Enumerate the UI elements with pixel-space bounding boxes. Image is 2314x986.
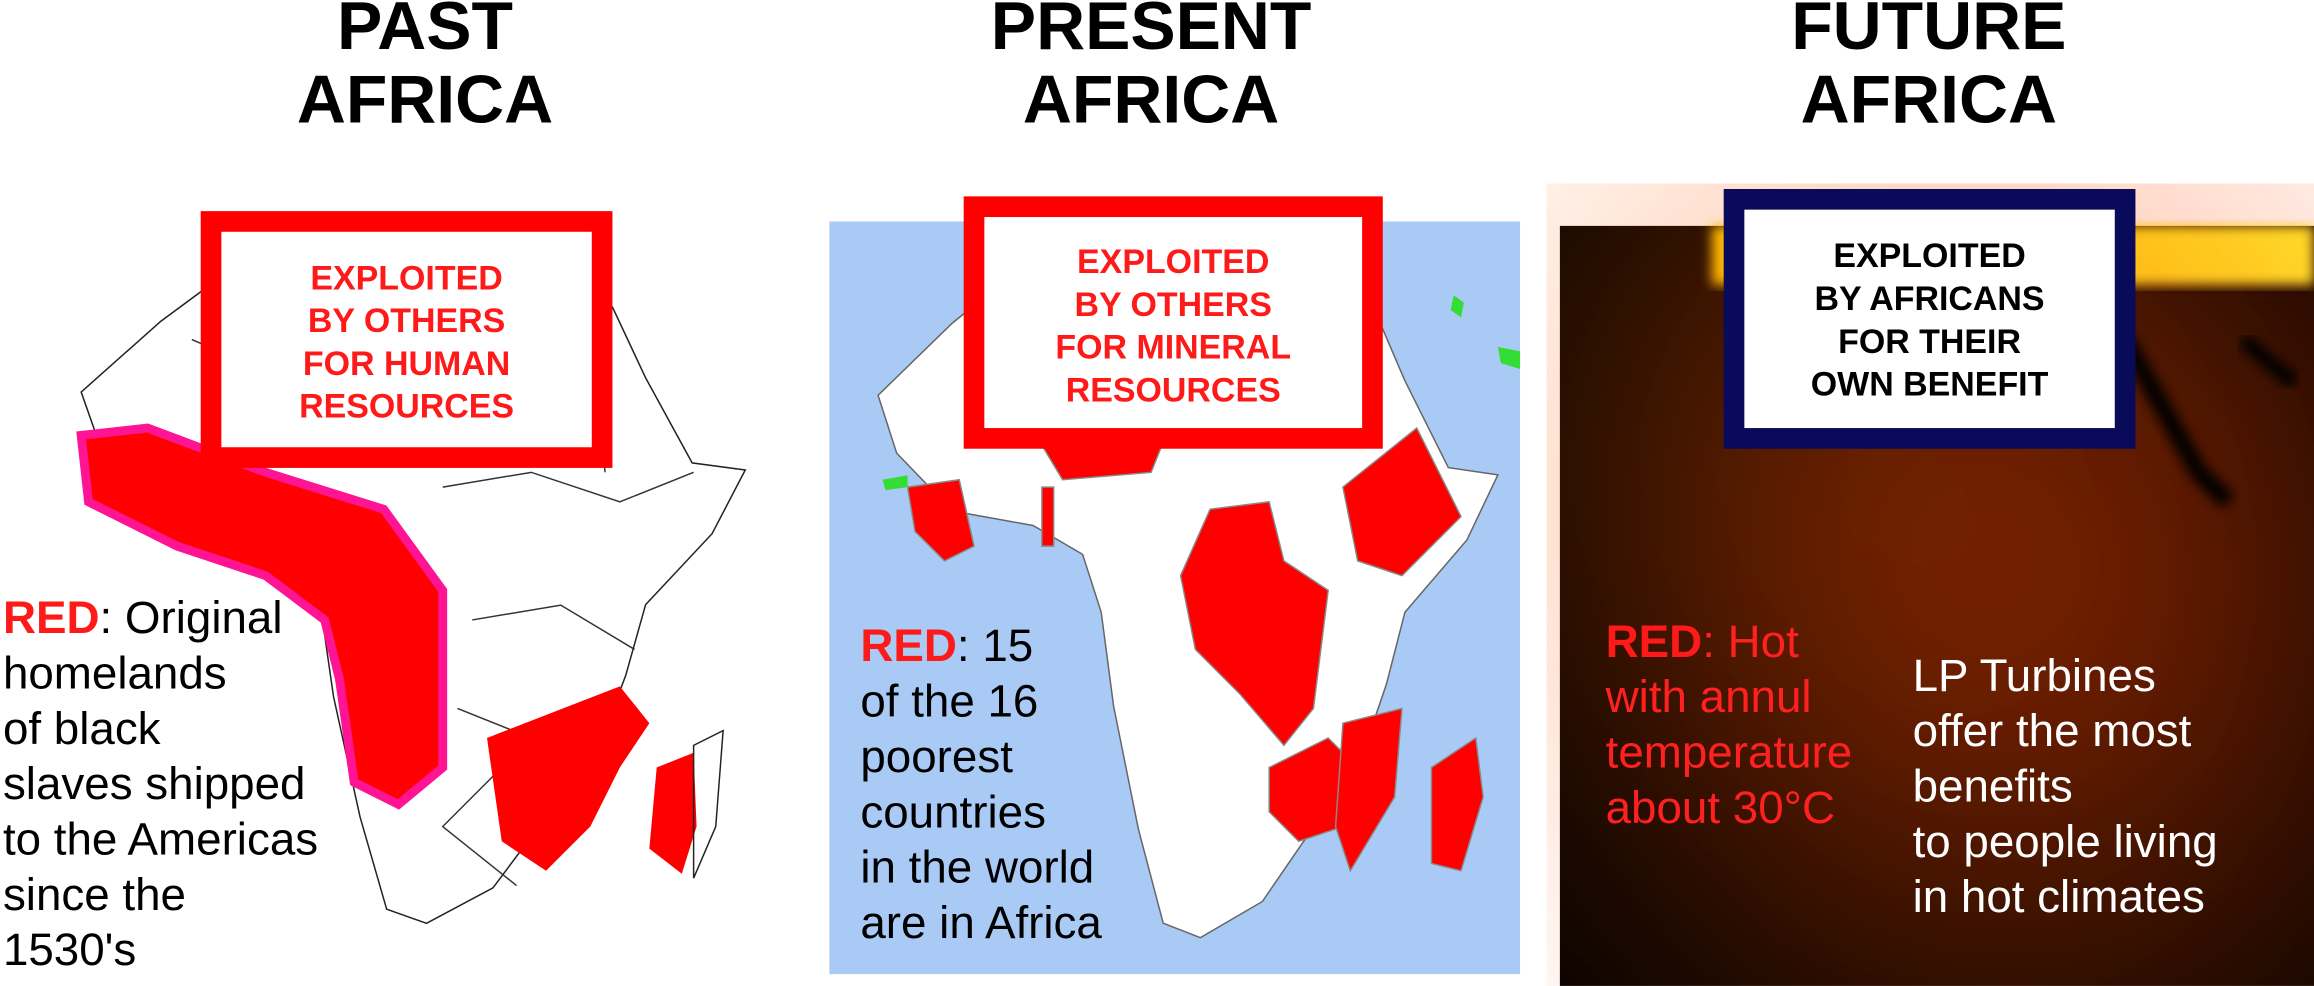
caption-text: slaves shipped: [3, 758, 306, 809]
box-text: OWN BENEFIT: [1811, 366, 2049, 404]
caption-line: RED: Original: [3, 592, 283, 643]
caption-text: 1530's: [3, 924, 136, 975]
box-text: RESOURCES: [299, 388, 514, 426]
box-text: RESOURCES: [1066, 372, 1281, 410]
note-line: benefits: [1913, 760, 2073, 811]
caption-highlight: RED: [860, 620, 957, 671]
caption-highlight: RED: [3, 592, 100, 643]
caption-line: 1530's: [3, 924, 136, 975]
southeast-region: [487, 686, 650, 871]
caption-text: since the: [3, 869, 186, 920]
caption-line: RED: 15: [860, 620, 1033, 671]
caption-text: are in Africa: [860, 897, 1102, 948]
caption-text: with annul: [1605, 671, 1812, 722]
box-text: FOR HUMAN: [303, 345, 510, 383]
caption-line: poorest: [860, 731, 1013, 782]
caption-line: of black: [3, 703, 161, 754]
panel-title: PRESENT: [991, 0, 1312, 64]
caption-line: homelands: [3, 648, 227, 699]
caption-text: homelands: [3, 648, 227, 699]
box-text: BY OTHERS: [308, 302, 505, 340]
box-text: FOR THEIR: [1838, 323, 2021, 361]
label-box: [963, 196, 1383, 449]
box-text: EXPLOITED: [310, 259, 502, 297]
box-text: BY OTHERS: [1075, 286, 1272, 324]
caption-line: of the 16: [860, 676, 1038, 727]
panel-title: FUTURE: [1791, 0, 2066, 64]
caption-line: countries: [860, 786, 1046, 837]
note-line: in hot climates: [1913, 871, 2205, 922]
poor-countries: [906, 426, 1484, 873]
box-text: EXPLOITED: [1077, 243, 1269, 281]
note-line: LP Turbines: [1913, 650, 2156, 701]
madagascar-outline: [692, 729, 724, 879]
label-box: [200, 211, 613, 468]
caption-text: countries: [860, 786, 1046, 837]
caption-text: about 30°C: [1606, 782, 1835, 833]
note-line: to people living: [1913, 816, 2218, 867]
panel-title: AFRICA: [297, 63, 553, 138]
caption-text: : 15: [957, 620, 1033, 671]
caption-line: slaves shipped: [3, 758, 306, 809]
caption-text: poorest: [860, 731, 1013, 782]
madagascar-region: [649, 752, 697, 874]
caption-text: : Original: [100, 592, 283, 643]
box-text: EXPLOITED: [1833, 237, 2025, 275]
gulf: [2238, 333, 2300, 390]
caption-line: are in Africa: [860, 897, 1102, 948]
caption-line: about 30°C: [1606, 782, 1835, 833]
caption-line: to the Americas: [3, 814, 318, 865]
green-areas: [882, 295, 1521, 491]
caption-text: : Hot: [1702, 616, 1799, 667]
caption-text: temperature: [1606, 726, 1853, 777]
caption-text: of the 16: [860, 676, 1038, 727]
panel-title: AFRICA: [1801, 63, 2057, 138]
caption-line: temperature: [1606, 726, 1853, 777]
caption-line: since the: [3, 869, 186, 920]
caption-line: with annul: [1605, 671, 1812, 722]
box-text: BY AFRICANS: [1815, 280, 2045, 318]
note-line: offer the most: [1913, 705, 2192, 756]
caption-line: in the world: [860, 842, 1094, 893]
caption-text: in the world: [860, 842, 1094, 893]
red-sea: [2117, 335, 2235, 509]
panel-title: PAST: [337, 0, 513, 64]
box-text: FOR MINERAL: [1055, 329, 1291, 367]
caption-text: of black: [3, 703, 161, 754]
panel-title: AFRICA: [1023, 63, 1279, 138]
caption-text: to the Americas: [3, 814, 318, 865]
label-box: [1723, 188, 2136, 449]
caption-line: RED: Hot: [1606, 616, 1799, 667]
caption-highlight: RED: [1606, 616, 1703, 667]
slave-homelands-region: [76, 423, 448, 810]
